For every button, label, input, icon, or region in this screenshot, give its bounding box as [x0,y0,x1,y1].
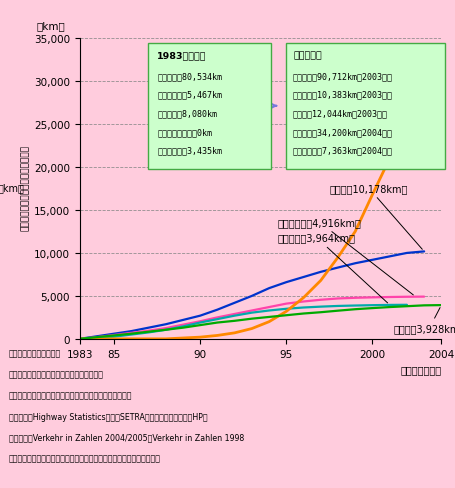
FancyBboxPatch shape [148,43,271,170]
Text: 資料）米：Highway Statistics、仏：SETRA資料フランス設備省のHP、: 資料）米：Highway Statistics、仏：SETRA資料フランス設備省… [9,412,208,421]
Text: 1983年の延長: 1983年の延長 [157,51,207,60]
Text: 米　　国：90,712km（2003年）: 米 国：90,712km（2003年） [293,72,393,81]
Text: ドイツ（＋3,964km）: ドイツ（＋3,964km） [278,233,388,304]
Text: （注）１　日本：年度末: （注）１ 日本：年度末 [9,349,61,358]
Text: フランス：　5,467km: フランス： 5,467km [157,91,222,100]
Text: 米国（＋10,178km）: 米国（＋10,178km） [329,183,422,250]
Text: 近年の延長: 近年の延長 [293,51,322,60]
Text: ドイツ：　8,080km: ドイツ： 8,080km [157,109,217,118]
FancyBboxPatch shape [286,43,445,170]
Text: （km）: （km） [0,183,25,193]
Text: 中国（＋34,200km）: 中国（＋34,200km） [364,82,442,146]
Text: 中　　国：　　　0km: 中 国： 0km [157,128,212,137]
Text: （km）: （km） [36,21,65,32]
Text: 中国、仏、米、独：年末のデータ: 中国、仏、米、独：年末のデータ [9,370,104,379]
Text: 中　　国：34,200km（2004年）: 中 国：34,200km（2004年） [293,128,393,137]
Text: 日本（＋3,928km）: 日本（＋3,928km） [393,308,455,334]
Text: 米　　国：80,534km: 米 国：80,534km [157,72,222,81]
Text: 独：Verkehr in Zahlen 2004/2005、Verkehr in Zahlen 1998: 独：Verkehr in Zahlen 2004/2005、Verkehr in… [9,433,244,442]
Text: 日　　本：　7,363km（2004年）: 日 本： 7,363km（2004年） [293,146,393,156]
Text: フランス（＋4,916km）: フランス（＋4,916km） [278,218,413,295]
Text: ドイツ：12,044km（2003年）: ドイツ：12,044km（2003年） [293,109,388,118]
Text: １９８３年以降の高速道路整備延長: １９８３年以降の高速道路整備延長 [20,145,30,231]
Text: ２　日本の高速道路延長は、高速自動車国道の延長: ２ 日本の高速道路延長は、高速自動車国道の延長 [9,391,132,400]
Text: （年）（年度）: （年）（年度） [400,365,441,375]
Text: 日　　本：　3,435km: 日 本： 3,435km [157,146,222,156]
Text: フランス：10,383km（2003年）: フランス：10,383km（2003年） [293,91,393,100]
Text: 日本：国土交通省資料、中国：中国交通年鑑及び国土交通省資料: 日本：国土交通省資料、中国：中国交通年鑑及び国土交通省資料 [9,454,161,463]
